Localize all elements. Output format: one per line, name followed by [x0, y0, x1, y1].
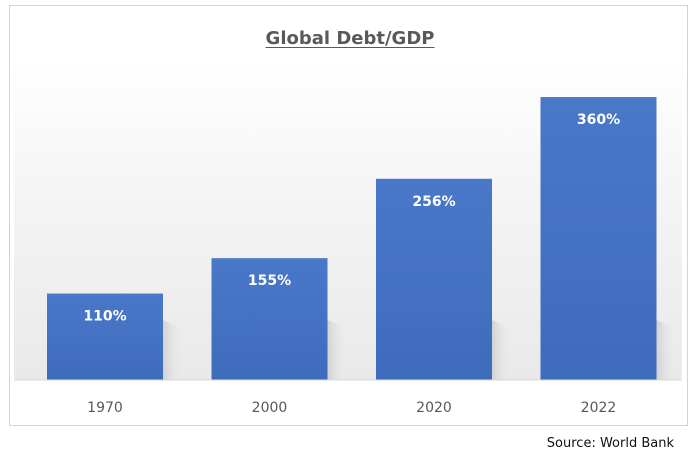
bar-shadows: [163, 320, 675, 380]
value-labels: 110% 155% 256% 360%: [83, 112, 620, 325]
bar-shadow: [163, 320, 181, 380]
x-tick-1970: 1970: [87, 400, 123, 416]
x-tick-labels: 1970 2000 2020 2022: [87, 400, 616, 416]
bar-shadow: [327, 320, 346, 380]
chart-title: Global Debt/GDP: [265, 28, 435, 49]
value-label-2022: 360%: [577, 112, 620, 128]
x-tick-2022: 2022: [581, 400, 617, 416]
bar-shadow: [492, 320, 510, 380]
source-note: Source: World Bank: [546, 436, 674, 451]
value-label-1970: 110%: [83, 309, 126, 325]
bar-2022: [540, 97, 657, 380]
bar-2000: [211, 258, 328, 380]
bars: [47, 97, 657, 380]
bar-1970: [47, 293, 163, 380]
x-tick-2020: 2020: [416, 400, 452, 416]
value-label-2020: 256%: [412, 194, 455, 210]
bar-2020: [376, 178, 492, 380]
value-label-2000: 155%: [248, 273, 291, 289]
bar-shadow: [656, 320, 675, 380]
x-tick-2000: 2000: [252, 400, 288, 416]
